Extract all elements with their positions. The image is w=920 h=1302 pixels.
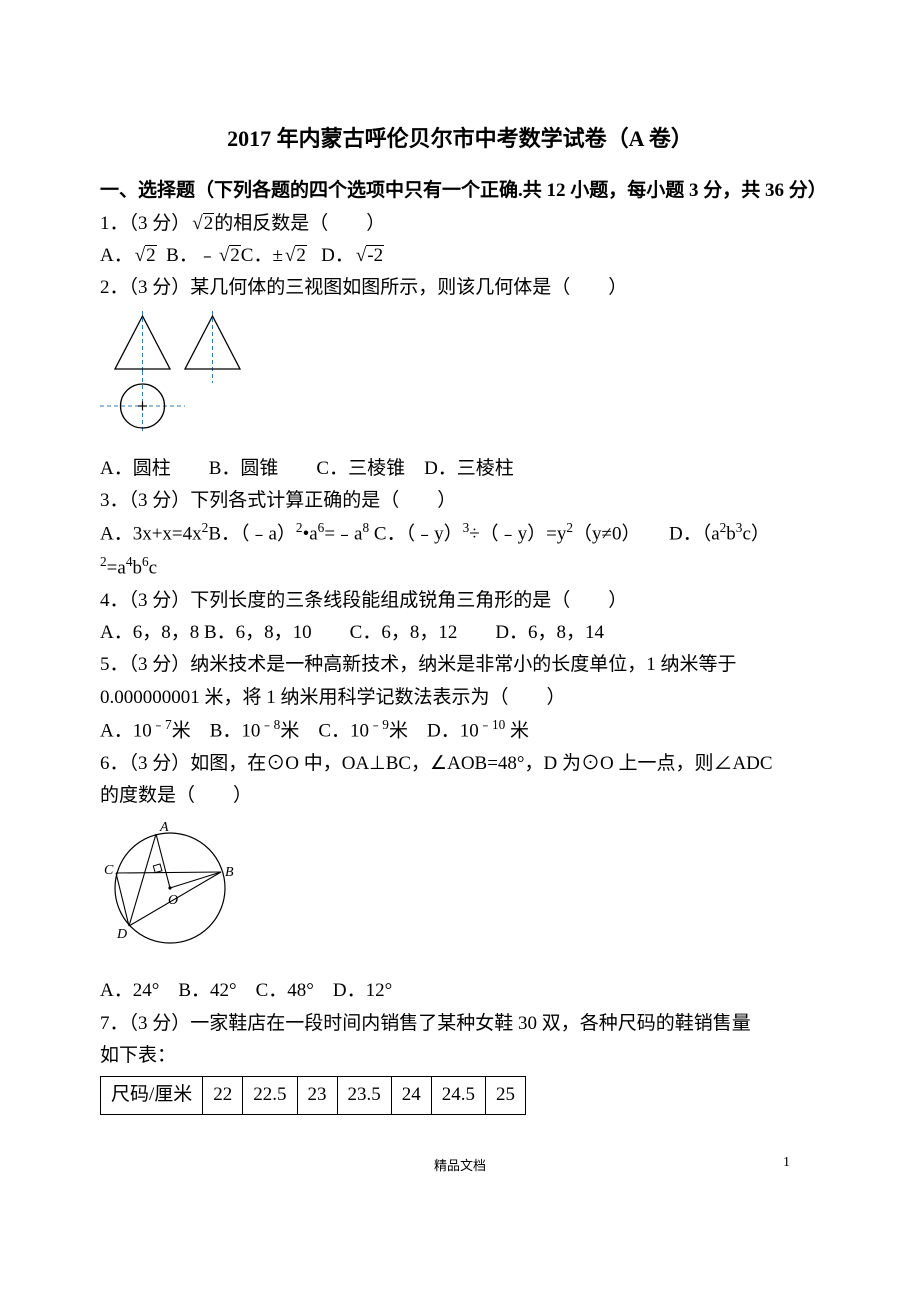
radicand-2c: 2 — [295, 245, 307, 266]
q1-stem-a: 1．（3 分） — [100, 213, 190, 234]
q3-opt-a: A．3x+x=4x — [100, 524, 202, 545]
opt-d-prefix: D． — [321, 245, 354, 266]
sqrt-2: 2 — [190, 208, 214, 240]
question-5-line1: 5．（3 分）纳米技术是一种高新技术，纳米是非常小的长度单位，1 纳米等于 — [100, 649, 820, 681]
q3-opt-b3: =﹣a — [324, 524, 362, 545]
question-1-options: A．2 B．﹣2C．±2 D．-2 — [100, 240, 820, 272]
question-7-line2: 如下表： — [100, 1040, 820, 1072]
radicand-2a: 2 — [145, 245, 157, 266]
question-5-line2: 0.000000001 米，将 1 纳米用科学记数法表示为（ ） — [100, 682, 820, 714]
opt-b-prefix: B．﹣ — [166, 245, 217, 266]
question-2: 2．（3 分）某几何体的三视图如图所示，则该几何体是（ ） — [100, 272, 820, 304]
sqrt-2-c: 2 — [283, 240, 307, 272]
table-cell: 22 — [203, 1077, 243, 1114]
sqrt-neg2: -2 — [354, 240, 384, 272]
q5b: 米 B．10 — [172, 720, 261, 741]
svg-text:B: B — [225, 865, 234, 880]
sqrt-2-a: 2 — [133, 240, 157, 272]
question-2-options: A．圆柱 B．圆锥 C．三棱锥 D．三棱柱 — [100, 453, 820, 485]
question-5-options: A．10﹣7米 B．10﹣8米 C．10﹣9米 D．10﹣10 米 — [100, 714, 820, 748]
table-cell: 24 — [391, 1077, 431, 1114]
sqrt-2-b: 2 — [217, 240, 241, 272]
table-row: 尺码/厘米 22 22.5 23 23.5 24 24.5 25 — [101, 1077, 526, 1114]
q3-opt-c4: b — [726, 524, 736, 545]
table-cell: 25 — [486, 1077, 526, 1114]
page-number: 1 — [783, 1155, 790, 1171]
q5e: 米 — [505, 720, 529, 741]
q3-opt-c2: ÷（﹣y）=y — [469, 524, 566, 545]
table-cell: 23.5 — [337, 1077, 391, 1114]
svg-text:D: D — [116, 927, 127, 942]
question-6-options: A．24° B．42° C．48° D．12° — [100, 975, 820, 1007]
opt-c-prefix: C．± — [241, 245, 283, 266]
radicand-2b: 2 — [229, 245, 241, 266]
footer: 精品文档 1 — [0, 1155, 920, 1204]
question-4-options: A．6，8，8 B．6，8，10 C．6，8，12 D．6，8，14 — [100, 617, 820, 649]
question-4: 4．（3 分）下列长度的三条线段能组成锐角三角形的是（ ） — [100, 585, 820, 617]
q3-opt-c1: C．（﹣y） — [369, 524, 462, 545]
exam-title: 2017 年内蒙古呼伦贝尔市中考数学试卷（A 卷） — [100, 120, 820, 157]
q3-l2a: =a — [107, 557, 126, 578]
exp-8: ﹣8 — [260, 717, 280, 732]
q3-opt-b2: •a — [303, 524, 318, 545]
q3-opt-c5: c） — [742, 524, 769, 545]
table-cell: 23 — [297, 1077, 337, 1114]
q1-stem-b: 的相反数是（ ） — [214, 213, 385, 234]
question-3: 3．（3 分）下列各式计算正确的是（ ） — [100, 485, 820, 517]
exp-9: ﹣9 — [369, 717, 389, 732]
shoe-size-table: 尺码/厘米 22 22.5 23 23.5 24 24.5 25 — [100, 1076, 526, 1114]
radicand-neg2: -2 — [366, 245, 384, 266]
section-heading: 一、选择题（下列各题的四个选项中只有一个正确.共 12 小题，每小题 3 分，共… — [100, 175, 820, 207]
circle-diagram: A B C D O — [100, 818, 820, 969]
table-cell: 22.5 — [243, 1077, 297, 1114]
question-7-line1: 7．（3 分）一家鞋店在一段时间内销售了某种女鞋 30 双，各种尺码的鞋销售量 — [100, 1008, 820, 1040]
question-6-line2: 的度数是（ ） — [100, 780, 820, 812]
q5a: A．10 — [100, 720, 152, 741]
question-3-options-line1: A．3x+x=4x2B．（﹣a）2•a6=﹣a8 C．（﹣y）3÷（﹣y）=y2… — [100, 517, 820, 551]
sup-2e: 2 — [100, 554, 107, 569]
q5d: 米 D．10 — [389, 720, 479, 741]
radicand-2: 2 — [203, 213, 215, 234]
svg-text:C: C — [104, 863, 114, 878]
opt-a-prefix: A． — [100, 245, 133, 266]
table-cell: 24.5 — [431, 1077, 485, 1114]
exp-7: ﹣7 — [152, 717, 172, 732]
sup-6b: 6 — [142, 554, 149, 569]
three-view-diagram — [100, 311, 820, 447]
sup-2b: 2 — [296, 520, 303, 535]
table-cell: 尺码/厘米 — [101, 1077, 203, 1114]
footer-text: 精品文档 — [434, 1158, 486, 1173]
q3-opt-c3: （y≠0） D．（a — [573, 524, 720, 545]
svg-text:A: A — [159, 820, 169, 835]
question-1: 1．（3 分） 2的相反数是（ ） — [100, 208, 820, 240]
q5c: 米 C．10 — [280, 720, 369, 741]
question-6-line1: 6．（3 分）如图，在⊙O 中，OA⊥BC，∠AOB=48°，D 为⊙O 上一点… — [100, 748, 820, 780]
question-3-options-line2: 2=a4b6c — [100, 551, 820, 585]
q3-l2c: c — [149, 557, 157, 578]
q3-opt-b1: B．（﹣a） — [208, 524, 296, 545]
exp-10: ﹣10 — [479, 717, 506, 732]
svg-text:O: O — [168, 893, 178, 908]
q3-l2b: b — [132, 557, 142, 578]
